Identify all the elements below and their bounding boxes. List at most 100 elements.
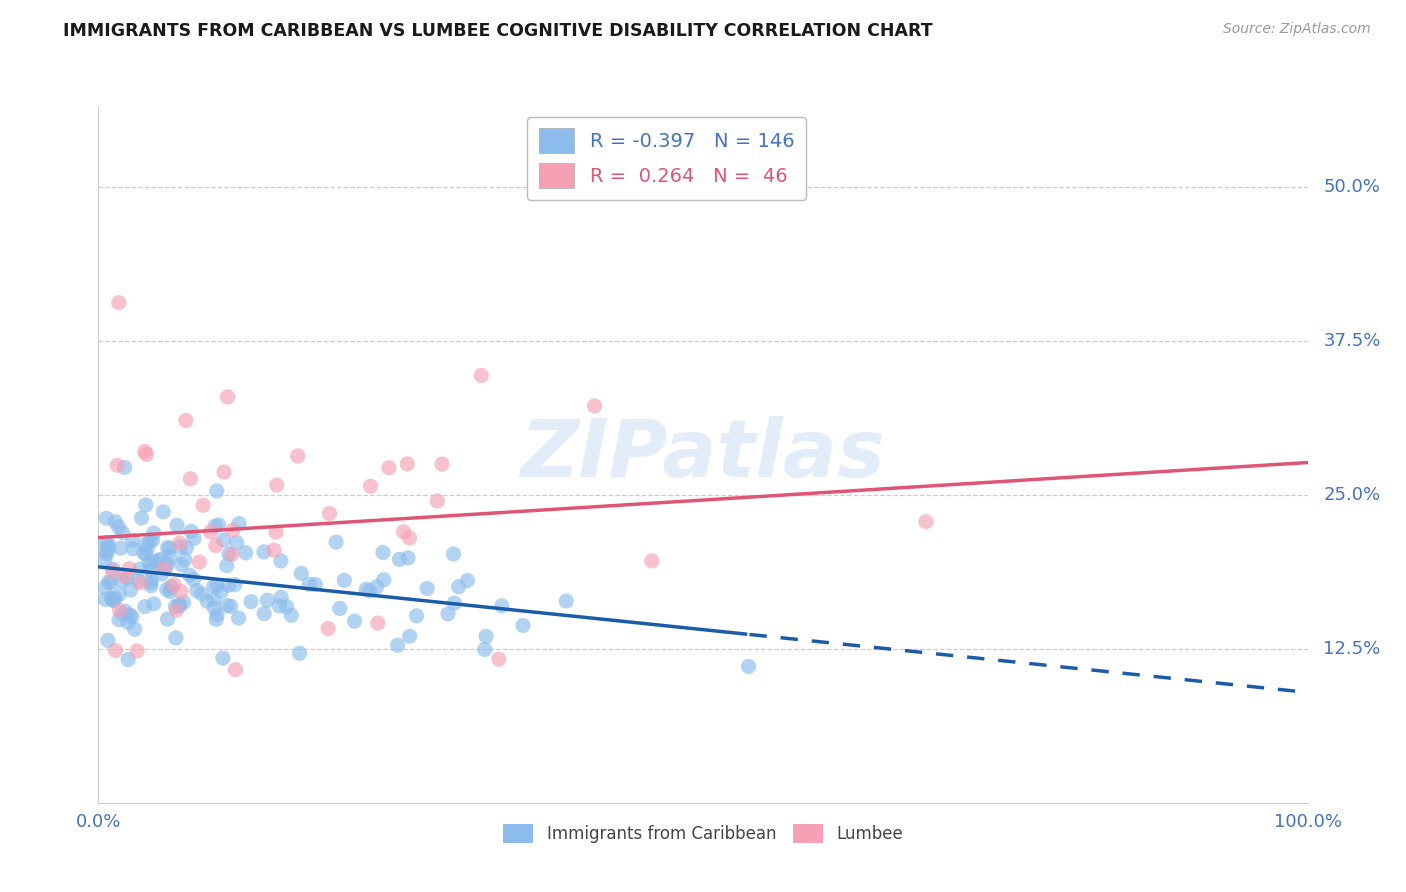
Point <box>122 541 145 556</box>
Point <box>276 599 298 614</box>
Point <box>318 507 340 521</box>
Point <box>104 515 127 529</box>
Point <box>139 579 162 593</box>
Text: 12.5%: 12.5% <box>1323 640 1381 658</box>
Point <box>392 524 415 539</box>
Point <box>128 562 150 576</box>
Point <box>141 533 163 548</box>
Point <box>416 582 439 596</box>
Point <box>228 611 250 625</box>
Point <box>163 578 186 592</box>
Point <box>159 549 181 564</box>
Point <box>138 556 160 570</box>
Point <box>426 494 449 508</box>
Point <box>114 460 136 475</box>
Point <box>104 591 127 605</box>
Text: IMMIGRANTS FROM CARIBBEAN VS LUMBEE COGNITIVE DISABILITY CORRELATION CHART: IMMIGRANTS FROM CARIBBEAN VS LUMBEE COGN… <box>63 22 934 40</box>
Point <box>173 595 195 609</box>
Point <box>256 593 278 607</box>
Point <box>474 642 496 657</box>
Point <box>202 579 225 593</box>
Point <box>207 518 229 533</box>
Point <box>118 561 141 575</box>
Point <box>180 524 202 539</box>
Point <box>179 472 201 486</box>
Point <box>737 659 759 673</box>
Point <box>212 651 235 665</box>
Point <box>134 599 156 614</box>
Point <box>152 505 174 519</box>
Point <box>224 663 246 677</box>
Point <box>132 546 155 560</box>
Point <box>141 572 163 586</box>
Point <box>396 457 419 471</box>
Point <box>94 535 117 549</box>
Point <box>179 568 201 582</box>
Point <box>475 629 498 643</box>
Point <box>512 618 534 632</box>
Point <box>253 545 276 559</box>
Point <box>204 601 226 615</box>
Point <box>209 584 232 599</box>
Point <box>139 575 162 590</box>
Point <box>329 601 352 615</box>
Legend: Immigrants from Caribbean, Lumbee: Immigrants from Caribbean, Lumbee <box>496 818 910 850</box>
Point <box>583 399 606 413</box>
Text: 25.0%: 25.0% <box>1323 486 1381 504</box>
Point <box>264 525 287 540</box>
Point <box>219 599 242 614</box>
Point <box>205 483 228 498</box>
Point <box>430 457 453 471</box>
Point <box>221 548 243 562</box>
Point <box>131 511 153 525</box>
Point <box>378 460 401 475</box>
Text: Source: ZipAtlas.com: Source: ZipAtlas.com <box>1223 22 1371 37</box>
Point <box>195 594 218 608</box>
Point <box>173 552 195 566</box>
Point <box>176 541 198 555</box>
Point <box>97 633 120 648</box>
Point <box>135 498 157 512</box>
Point <box>183 573 205 587</box>
Point <box>135 548 157 562</box>
Point <box>94 544 117 558</box>
Point <box>94 581 117 595</box>
Point <box>156 612 179 626</box>
Point <box>117 615 139 630</box>
Point <box>96 547 118 561</box>
Point <box>120 582 142 597</box>
Point <box>354 582 377 597</box>
Point <box>110 541 132 556</box>
Point <box>112 569 135 583</box>
Text: ZIPatlas: ZIPatlas <box>520 416 886 494</box>
Point <box>108 613 131 627</box>
Point <box>111 525 134 540</box>
Point <box>127 644 149 658</box>
Point <box>298 577 321 591</box>
Point <box>447 580 470 594</box>
Point <box>343 614 366 628</box>
Point <box>188 555 211 569</box>
Point <box>114 605 136 619</box>
Point <box>217 599 239 613</box>
Point <box>183 531 205 545</box>
Point <box>333 574 356 588</box>
Point <box>205 612 228 626</box>
Text: 50.0%: 50.0% <box>1323 178 1381 196</box>
Point <box>224 577 246 591</box>
Point <box>641 554 664 568</box>
Point <box>100 575 122 590</box>
Point <box>135 537 157 551</box>
Point <box>915 515 938 529</box>
Point <box>166 518 188 533</box>
Point <box>191 498 214 512</box>
Point <box>218 547 240 561</box>
Point <box>470 368 492 383</box>
Point <box>443 547 465 561</box>
Point <box>156 541 179 555</box>
Point <box>108 295 131 310</box>
Point <box>129 575 152 590</box>
Point <box>228 516 250 531</box>
Point <box>103 562 125 576</box>
Point <box>373 573 395 587</box>
